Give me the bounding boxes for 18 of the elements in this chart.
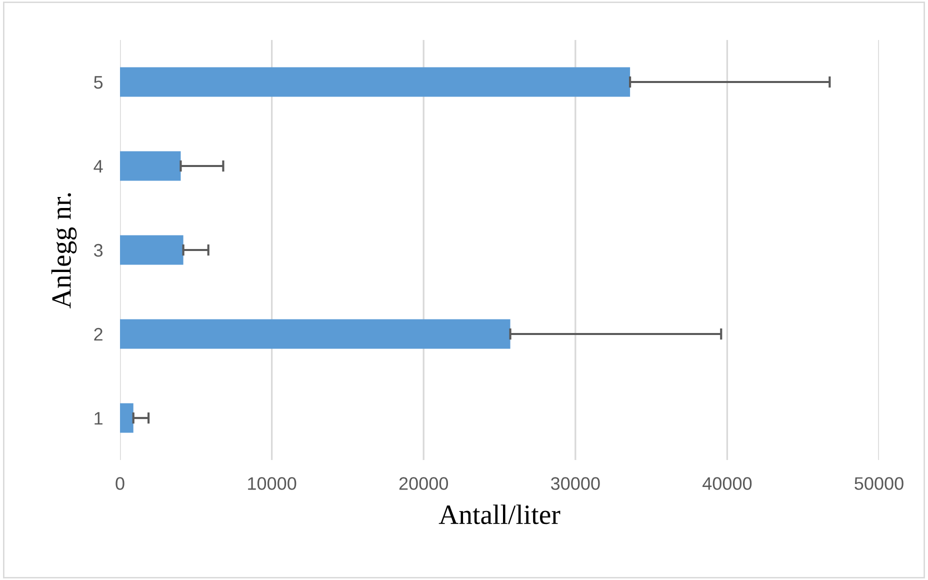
x-tick-label: 30000	[550, 477, 600, 490]
x-tick-label: 40000	[702, 477, 752, 490]
y-tick-label: 1	[94, 412, 102, 425]
bar	[120, 235, 184, 265]
y-tick-label: 4	[94, 160, 103, 173]
x-tick-label: 0	[116, 477, 124, 490]
x-tick-label: 20000	[399, 477, 448, 490]
y-tick-label: 3	[94, 244, 103, 257]
bar	[120, 403, 134, 433]
bar	[120, 319, 510, 349]
y-tick-label: 2	[94, 328, 102, 341]
x-axis-title: Antall/liter	[438, 504, 560, 524]
y-axis-title: Anlegg nr.	[51, 193, 77, 308]
bar	[120, 67, 630, 97]
x-tick-label: 10000	[248, 477, 296, 490]
y-tick-label: 5	[94, 76, 103, 89]
x-tick-label: 50000	[854, 477, 904, 490]
bar	[120, 151, 181, 181]
